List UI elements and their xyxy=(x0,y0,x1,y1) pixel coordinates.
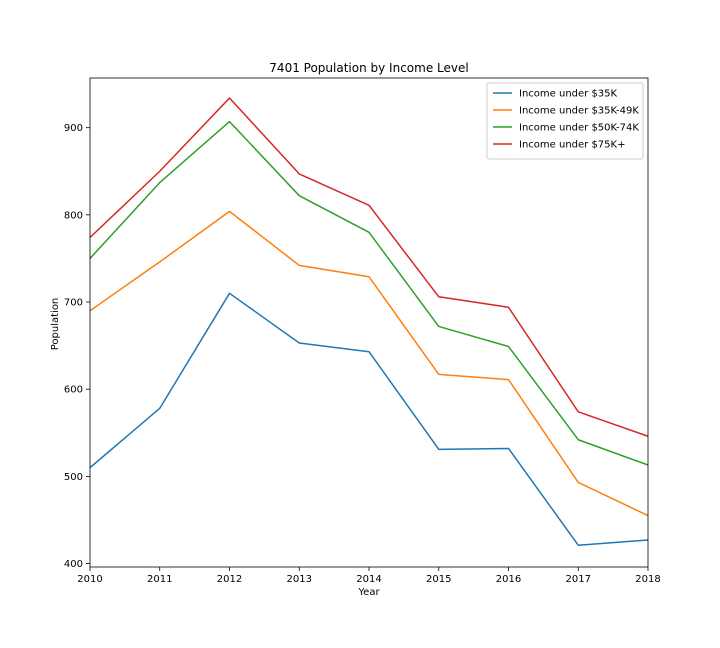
legend-entry: Income under $75K+ xyxy=(519,140,625,151)
series-line-2 xyxy=(89,210,649,517)
legend-entry: Income under $35K-49K xyxy=(519,106,639,117)
legend: Income under $35K Income under $35K-49K In… xyxy=(486,82,644,160)
x-tick-label: 2016 xyxy=(496,574,521,585)
x-tick-label: 2017 xyxy=(566,574,591,585)
legend-entry: Income under $50K-74K xyxy=(519,123,639,134)
y-tick-label: 500 xyxy=(64,472,83,483)
x-axis-label: Year xyxy=(357,587,380,598)
x-tick-label: 2013 xyxy=(287,574,312,585)
y-tick-label: 800 xyxy=(64,210,83,221)
y-tick-label: 400 xyxy=(64,559,83,570)
x-tick-label: 2015 xyxy=(426,574,451,585)
series-line-4 xyxy=(89,97,649,437)
y-tick-label: 900 xyxy=(64,123,83,134)
x-tick-label: 2014 xyxy=(356,574,381,585)
x-axis: 2010 2011 2012 2013 2014 2015 2016 2017 2018 xyxy=(77,567,661,585)
x-tick-label: 2011 xyxy=(147,574,172,585)
legend-box xyxy=(486,82,644,160)
legend-entry: Income under $35K xyxy=(519,89,618,100)
y-axis: 400 500 600 700 800 900 xyxy=(64,123,90,570)
x-tick-label: 2010 xyxy=(77,574,102,585)
y-tick-label: 600 xyxy=(64,385,83,396)
x-tick-label: 2018 xyxy=(635,574,660,585)
y-axis-label: Population xyxy=(50,298,61,351)
series-line-3 xyxy=(89,120,649,466)
series-line-1 xyxy=(89,292,649,546)
series-layer xyxy=(89,97,649,546)
chart-title: 7401 Population by Income Level xyxy=(269,61,468,75)
x-tick-label: 2012 xyxy=(217,574,242,585)
y-tick-label: 700 xyxy=(64,298,83,309)
